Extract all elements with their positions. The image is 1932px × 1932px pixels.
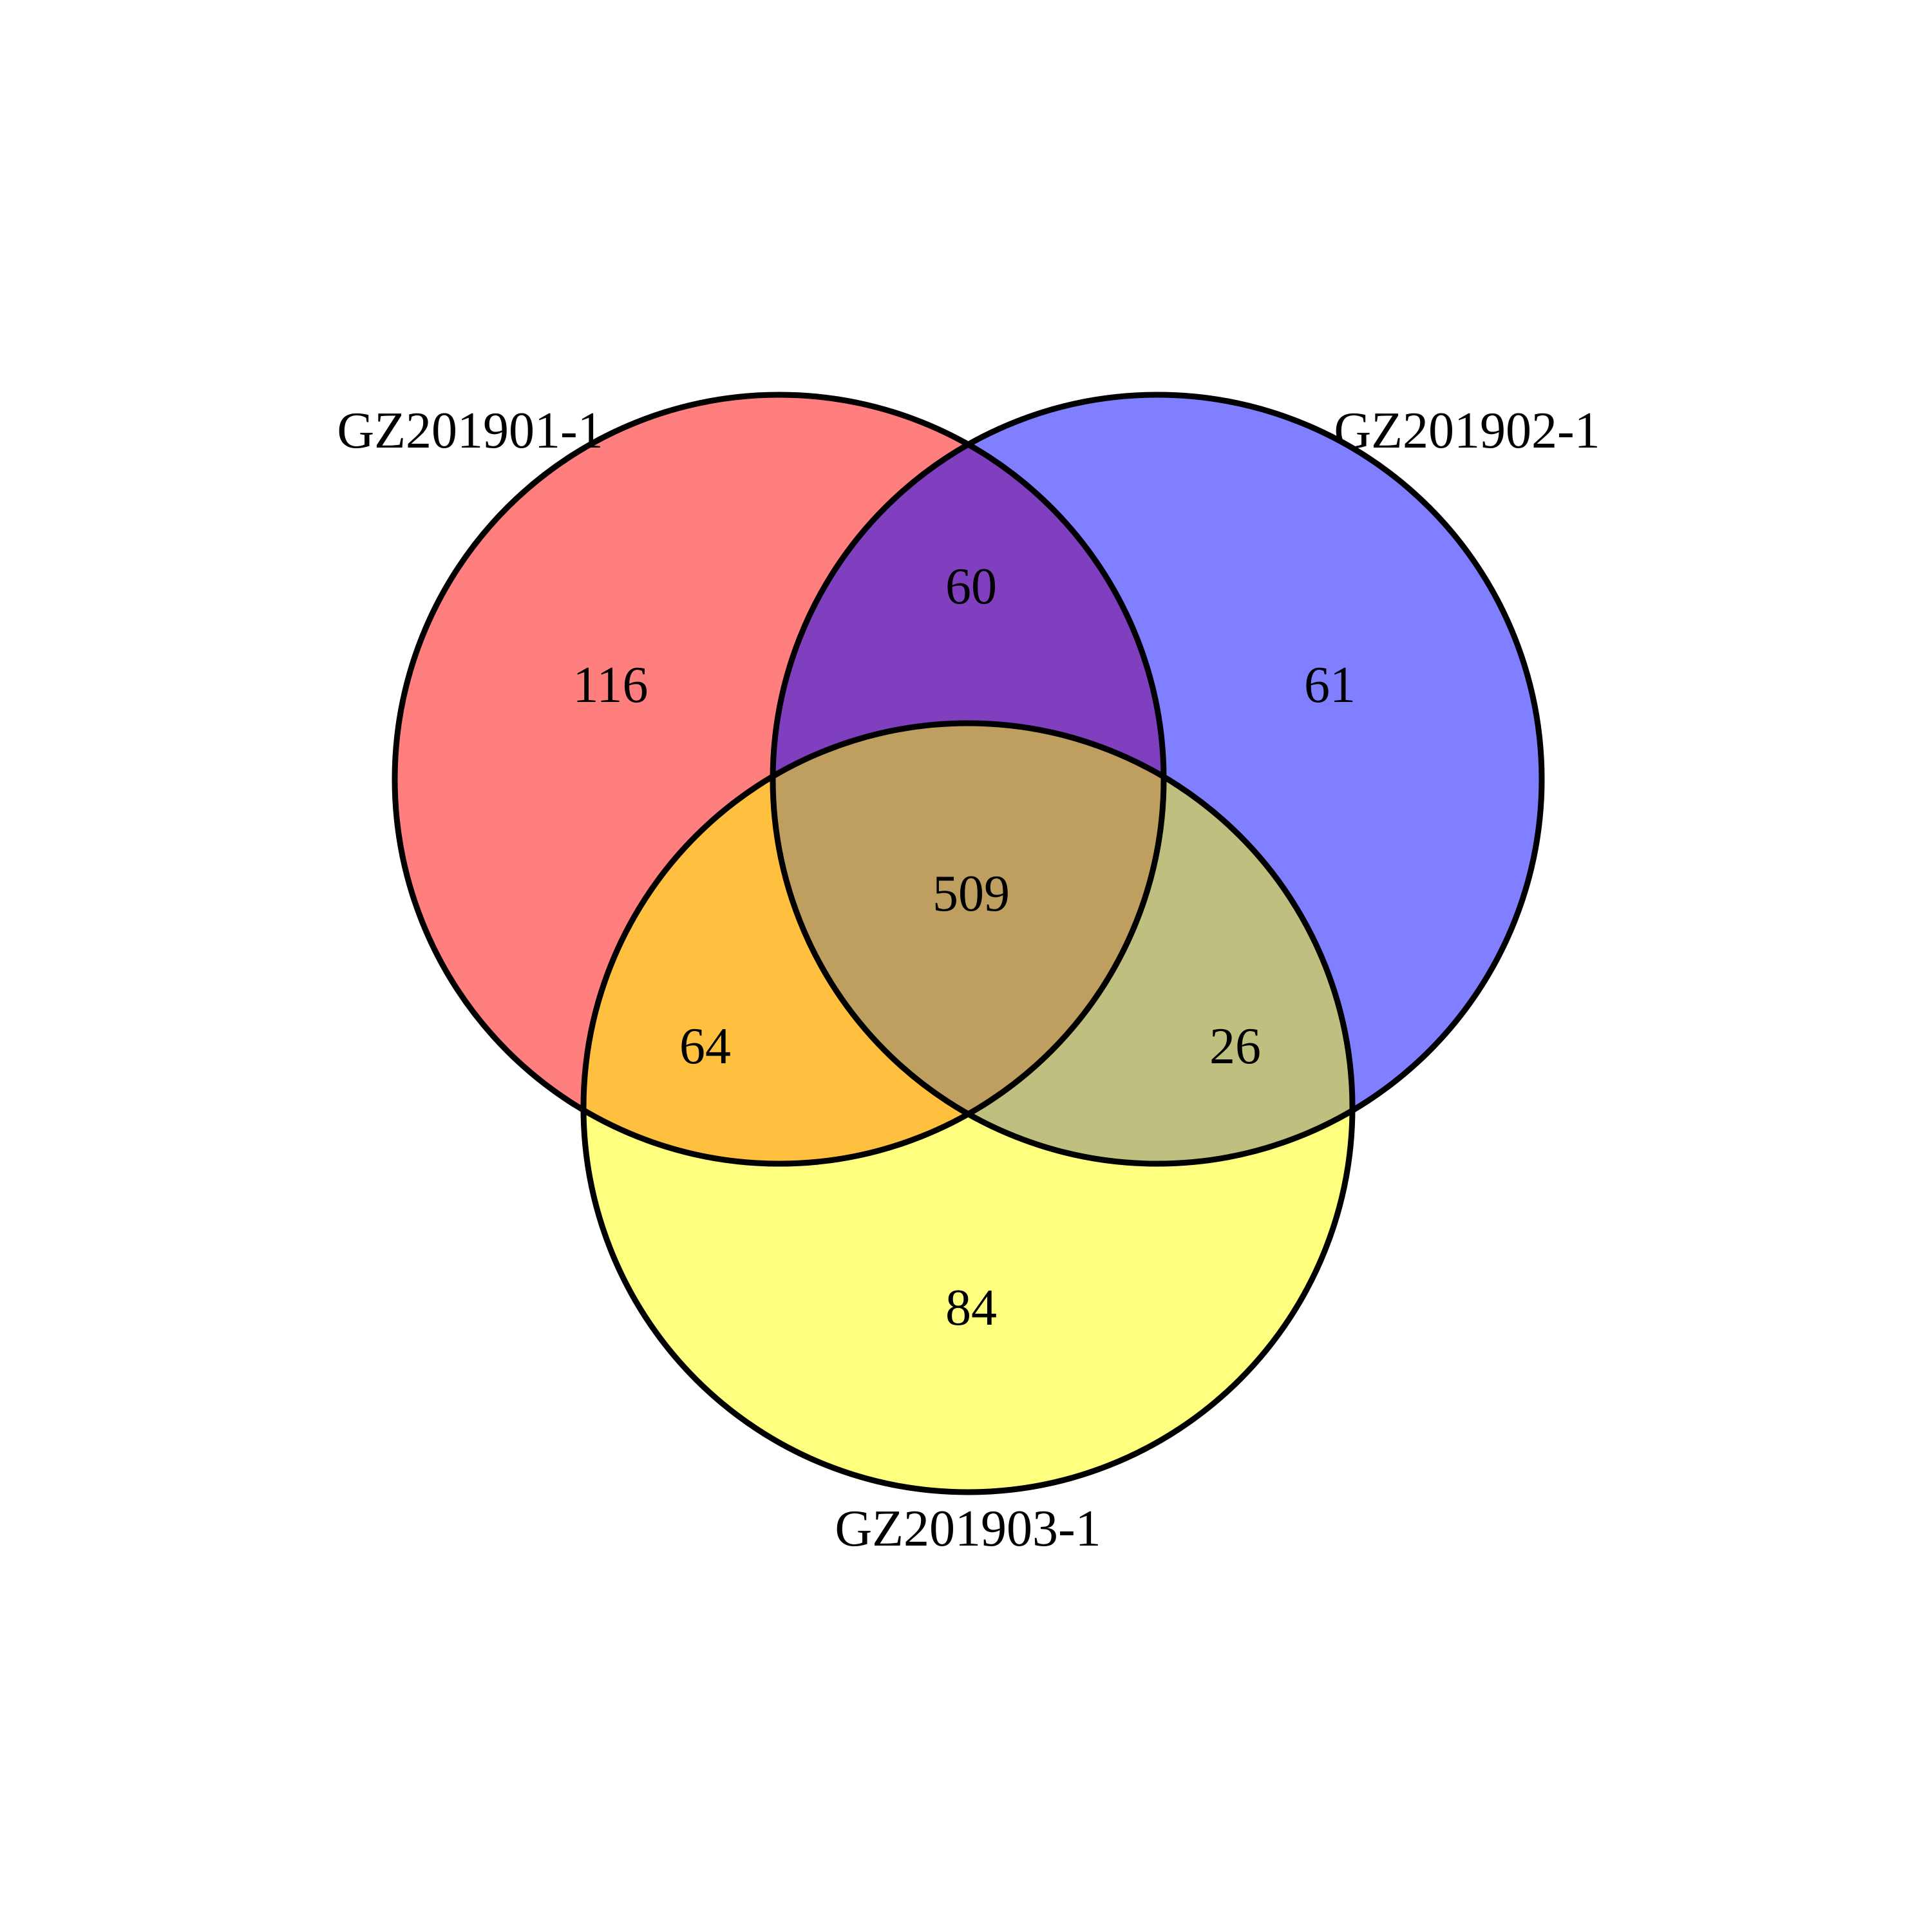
set-c-circle [583,723,1352,1492]
set-c-outline [580,720,1356,1495]
region-abc-count: 509 [933,866,1010,922]
region-a-only-count: 116 [573,657,648,714]
region-bc-only-count: 26 [1209,1018,1261,1075]
region-b-only-count: 61 [1304,657,1356,714]
set-c-label: GZ201903-1 [835,1501,1101,1557]
region-ac-only-count: 64 [679,1018,731,1075]
set-b-label: GZ201902-1 [1334,402,1600,459]
region-ab-only-count: 60 [945,558,997,615]
region-c-only-count: 84 [945,1280,997,1336]
set-a-label: GZ201901-1 [337,402,603,459]
